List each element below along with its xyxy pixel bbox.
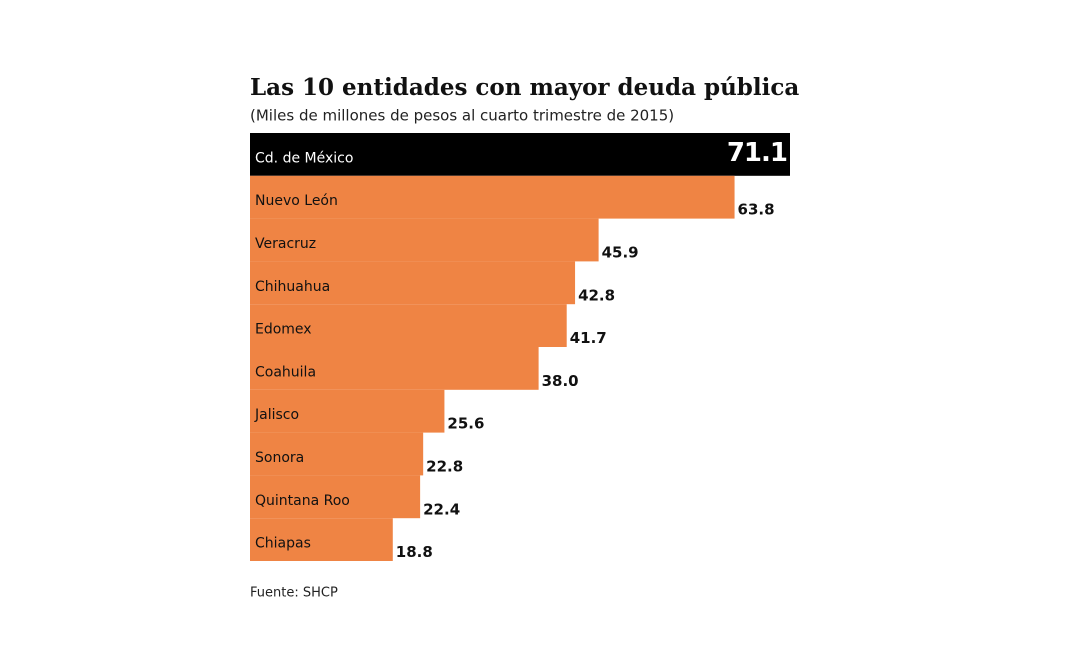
category-label: Quintana Roo <box>255 493 350 509</box>
chart-title: Las 10 entidades con mayor deuda pública <box>250 74 799 101</box>
value-label: 63.8 <box>738 201 775 219</box>
category-label: Cd. de México <box>255 150 353 166</box>
value-label: 38.0 <box>542 372 579 390</box>
bar <box>250 432 424 476</box>
bar <box>250 518 393 561</box>
value-label: 71.1 <box>727 138 787 168</box>
category-label: Sonora <box>255 450 304 466</box>
category-label: Edomex <box>255 322 312 338</box>
category-label: Jalisco <box>254 407 299 423</box>
value-label: 25.6 <box>447 415 484 433</box>
category-label: Veracruz <box>255 236 316 252</box>
source: Fuente: SHCP <box>250 586 338 601</box>
category-label: Nuevo León <box>255 193 338 209</box>
bar <box>250 175 735 219</box>
bar <box>250 133 790 176</box>
bar <box>250 347 539 390</box>
category-label: Chiapas <box>255 536 311 552</box>
value-label: 22.8 <box>426 458 463 476</box>
value-label: 41.7 <box>570 329 607 347</box>
bar <box>250 261 576 305</box>
chart-subtitle: (Miles de millones de pesos al cuarto tr… <box>250 107 674 125</box>
bar <box>250 389 445 433</box>
value-label: 18.8 <box>396 543 433 561</box>
value-label: 42.8 <box>578 286 615 304</box>
bar <box>250 475 421 519</box>
value-label: 45.9 <box>602 244 639 262</box>
bar <box>250 304 567 347</box>
category-label: Chihuahua <box>255 279 330 295</box>
bar <box>250 218 599 262</box>
category-label: Coahuila <box>255 364 316 380</box>
value-label: 22.4 <box>423 500 460 518</box>
